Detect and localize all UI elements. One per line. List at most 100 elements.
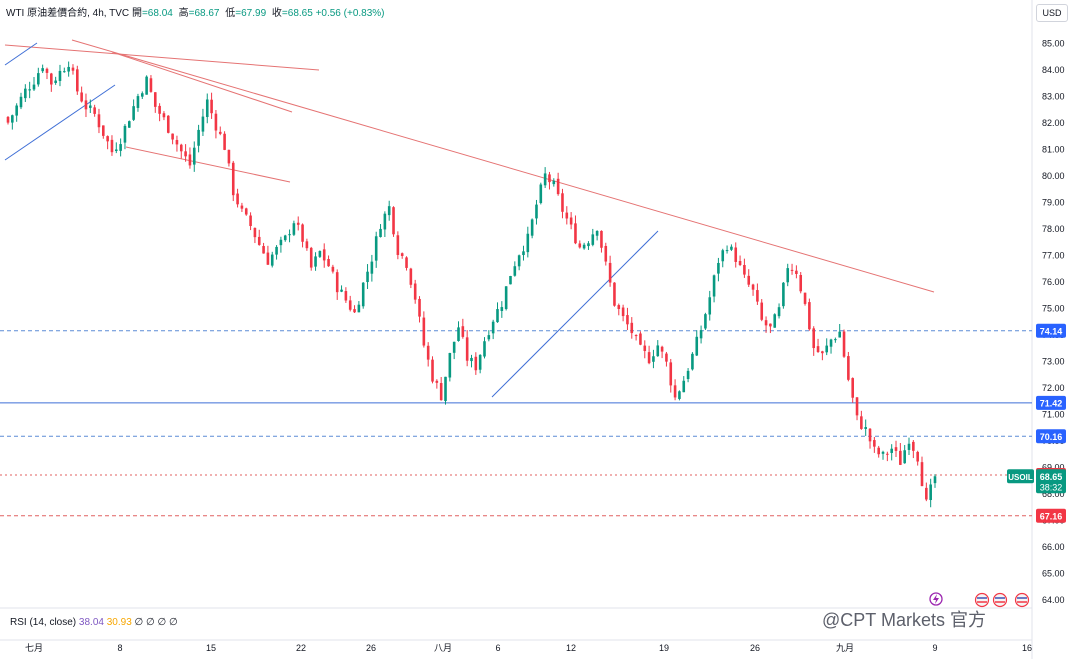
candle-body <box>405 257 408 268</box>
candle-body <box>777 307 781 317</box>
candle-body <box>400 253 404 256</box>
candle-body <box>396 235 400 255</box>
candle-body <box>535 204 538 219</box>
candle-body <box>288 234 291 236</box>
candle-body <box>279 239 283 246</box>
candle-body <box>244 208 248 215</box>
candle-body <box>803 292 807 304</box>
candle-body <box>32 84 36 90</box>
candle-body <box>418 298 421 317</box>
candle-body <box>374 236 378 261</box>
candle-body <box>461 326 465 337</box>
candle-body <box>80 92 83 102</box>
candle-body <box>617 305 621 310</box>
candle-body <box>249 215 252 227</box>
candle-body <box>58 70 62 81</box>
currency-button[interactable]: USD <box>1036 4 1068 22</box>
candle-body <box>500 307 504 311</box>
trend-line <box>4 42 38 66</box>
y-tick-label: 78.00 <box>1042 224 1065 234</box>
candle-body <box>127 121 131 128</box>
candle-body <box>114 149 118 152</box>
candle-body <box>621 307 625 317</box>
candle-body <box>444 376 447 402</box>
candle-body <box>145 76 148 95</box>
candle-body <box>41 68 44 72</box>
rsi-extra-values: ∅ ∅ ∅ ∅ <box>134 617 178 628</box>
y-tick-label: 68.00 <box>1042 489 1065 499</box>
candle-body <box>548 174 551 183</box>
y-tick-label: 64.00 <box>1042 595 1065 605</box>
candle-body <box>158 105 161 114</box>
candle-body <box>123 125 127 143</box>
candle-body <box>695 336 699 356</box>
x-tick-label: 八月 <box>434 643 452 653</box>
candle-body <box>240 205 244 209</box>
candle-body <box>45 68 49 73</box>
candle-body <box>370 261 374 274</box>
x-tick-label: 26 <box>366 643 376 653</box>
x-tick-label: 8 <box>117 643 122 653</box>
candle-body <box>275 246 278 255</box>
candle-body <box>552 180 556 185</box>
candle-body <box>366 271 369 283</box>
x-tick-label: 9 <box>932 643 937 653</box>
candle-body <box>799 275 803 292</box>
symbol-title[interactable]: WTI 原油差價合約, 4h, TVC <box>6 8 130 19</box>
candle-body <box>647 352 651 364</box>
candle-body <box>292 223 296 235</box>
y-tick-label: 73.00 <box>1042 357 1065 367</box>
candle-body <box>699 330 703 339</box>
candle-body <box>825 345 829 353</box>
candle-body <box>920 462 924 487</box>
candle-body <box>678 391 681 399</box>
open-value: =68.04 <box>141 8 173 19</box>
candle-body <box>439 383 443 401</box>
candle-body <box>751 284 755 290</box>
candle-body <box>574 223 577 244</box>
candle-body <box>669 362 673 386</box>
candle-body <box>522 251 525 256</box>
candle-body <box>890 448 893 453</box>
rsi-legend[interactable]: RSI (14, close) 38.04 30.93 ∅ ∅ ∅ ∅ <box>10 617 178 628</box>
candle-body <box>205 99 209 118</box>
candle-body <box>361 282 365 307</box>
y-tick-label: 69.00 <box>1042 463 1065 473</box>
candle-body <box>54 80 57 83</box>
candle-body <box>301 224 304 242</box>
candle-body <box>470 357 473 362</box>
candle-body <box>188 154 192 166</box>
candle-body <box>348 300 352 310</box>
symbol-tag: USOIL <box>1008 473 1033 482</box>
candle-body <box>600 230 603 248</box>
candle-body <box>483 341 486 357</box>
candle-body <box>6 116 10 123</box>
close-label: 收 <box>271 8 282 19</box>
candle-body <box>110 139 114 153</box>
candle-body <box>253 227 257 238</box>
candle-body <box>790 269 794 271</box>
candle-body <box>747 275 751 285</box>
open-label: 開 <box>131 8 142 19</box>
price-tag-74-14-bg <box>1036 323 1066 338</box>
candle-body <box>106 136 109 142</box>
low-value: =67.99 <box>235 8 267 19</box>
candle-body <box>509 276 512 285</box>
candle-body <box>184 151 187 157</box>
candle-body <box>816 346 820 352</box>
candle-body <box>725 250 729 252</box>
candle-body <box>283 235 287 241</box>
candle-body <box>101 125 105 136</box>
candle-body <box>526 233 530 253</box>
us-flag-event-icon <box>992 592 1008 608</box>
x-tick-label: 12 <box>566 643 576 653</box>
candle-body <box>604 245 608 262</box>
candle-body <box>665 353 668 362</box>
candle-body <box>119 144 122 151</box>
lightning-glyph-icon <box>933 594 939 604</box>
rsi-ma-value: 30.93 <box>106 617 132 628</box>
candle-body <box>496 309 499 323</box>
y-tick-label: 72.00 <box>1042 383 1065 393</box>
